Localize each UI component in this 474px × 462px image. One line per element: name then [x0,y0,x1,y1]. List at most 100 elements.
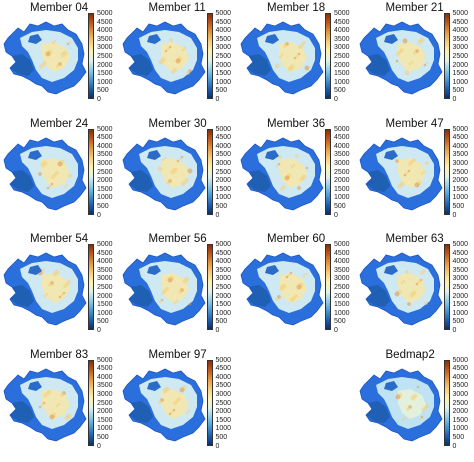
colorbar-tick-label: 4500 [97,18,113,26]
colorbar-tick-label: 2500 [215,53,232,60]
colorbar-tick-label: 4500 [334,18,350,26]
panel-title: Member 21 [385,2,444,14]
colorbar-tick-label: 4000 [97,27,113,35]
colorbar-tick-label: 3500 [215,151,232,159]
colorbar-tick-label: 2000 [215,61,232,69]
colorbar-tick-label: 5000 [97,10,113,17]
colorbar-tick-label: 4000 [334,27,350,35]
colorbar-tick-label: 3000 [215,390,232,398]
colorbar-tick-label: 3000 [215,159,232,167]
colorbar [88,13,94,99]
colorbar [206,244,213,330]
colorbar-tick-label: 500 [215,202,228,210]
colorbar-tick-label: 5000 [452,241,469,248]
colorbar-tick-label: 5000 [215,125,232,133]
map-panel: Member 36 5000 4500 4000 3500 3000 2500 2000 150… [237,116,355,231]
colorbar-ticks: 5000 4500 4000 3500 3000 2500 2000 1500 1000 500 0 [97,10,121,103]
colorbar-tick-label: 2500 [334,53,350,60]
colorbar-tick-label: 3000 [97,390,113,398]
colorbar-tick-label: 1500 [452,416,469,424]
colorbar-ticks: 5000 4500 4000 3500 3000 2500 2000 1500 1000 500 0 [334,10,358,103]
map-panel: Member 04 5000 4500 4000 3500 3000 2500 2000 150… [0,0,118,115]
colorbar-tick-label: 1000 [97,78,113,86]
colorbar-tick-label: 2000 [452,292,469,300]
map-panel: Member 18 5000 4500 4000 3500 3000 2500 2000 150… [237,0,355,115]
colorbar-tick-label: 3500 [97,151,113,159]
colorbar-tick-label: 3500 [215,382,232,390]
colorbar-tick-label: 2000 [334,61,350,69]
colorbar-tick-label: 0 [452,327,457,334]
panel-title: Member 60 [267,233,326,245]
colorbar-tick-label: 500 [215,318,228,326]
colorbar-ticks: 5000 4500 4000 3500 3000 2500 2000 1500 1000 500 0 [215,10,240,103]
colorbar-tick-label: 0 [452,211,457,219]
ice-thickness-map [3,137,87,210]
colorbar [443,359,450,446]
colorbar-tick-label: 2000 [97,177,113,185]
colorbar-tick-label: 3000 [334,159,350,167]
colorbar-tick-label: 4000 [97,373,113,381]
colorbar-tick-label: 3000 [452,159,469,167]
colorbar-tick-label: 0 [215,442,220,450]
colorbar-tick-label: 4500 [215,134,232,142]
map-panel: Member 54 5000 4500 4000 3500 3000 2500 2000 150… [0,231,118,346]
map-panel: Member 47 5000 4500 4000 3500 3000 2500 2000 150… [356,116,474,231]
ice-thickness-map [240,137,324,210]
colorbar-tick-label: 1500 [215,185,232,193]
colorbar-tick-label: 500 [452,433,465,441]
colorbar-tick-label: 1000 [97,425,113,433]
colorbar-tick-label: 2500 [97,399,113,407]
colorbar [325,13,331,99]
colorbar-tick-label: 4500 [97,365,113,373]
colorbar-tick-label: 4500 [215,18,232,26]
colorbar-tick-label: 3500 [215,266,232,274]
colorbar [443,128,450,215]
colorbar-tick-label: 4500 [452,18,469,26]
colorbar-tick-label: 500 [97,87,109,95]
colorbar-tick-label: 500 [97,202,109,210]
colorbar-tick-label: 1500 [97,301,113,309]
colorbar [206,128,213,215]
map-panel: Member 30 5000 4500 4000 3500 3000 2500 2000 150… [119,116,237,231]
colorbar-tick-label: 2500 [215,399,232,407]
colorbar-tick-label: 2500 [215,168,232,176]
colorbar-tick-label: 3000 [97,44,113,52]
ice-thickness-map [122,368,205,441]
map-panel: Member 83 5000 4500 4000 3500 3000 2500 2000 150… [0,347,118,462]
colorbar-tick-label: 3500 [452,151,469,159]
colorbar-tick-label: 2000 [334,177,350,185]
colorbar-tick-label: 1000 [97,309,113,317]
colorbar-tick-label: 2500 [452,168,469,176]
colorbar-tick-label: 1000 [452,78,469,86]
colorbar-tick-label: 4000 [215,27,232,35]
map-panel: Bedmap2 5000 4500 4000 3500 3000 2500 2000 1500 1… [356,347,474,462]
panel-title: Bedmap2 [385,348,435,361]
colorbar-tick-label: 5000 [334,241,350,248]
colorbar-tick-label: 500 [215,87,228,95]
colorbar-tick-label: 1500 [97,185,113,193]
colorbar [206,359,213,446]
colorbar [88,359,94,446]
colorbar-tick-label: 3000 [215,275,232,283]
colorbar-tick-label: 2000 [215,177,232,185]
panel-title: Member 54 [30,233,89,245]
colorbar-tick-label: 1500 [452,301,469,309]
colorbar-tick-label: 4000 [452,258,469,266]
colorbar-tick-label: 4000 [215,142,232,150]
colorbar-tick-label: 4500 [452,249,469,257]
colorbar-tick-label: 500 [452,202,465,210]
colorbar-tick-label: 4500 [334,249,350,257]
colorbar-tick-label: 0 [334,96,338,103]
colorbar-tick-label: 5000 [97,241,113,248]
colorbar [325,128,331,215]
ice-thickness-map [359,252,442,326]
colorbar-tick-label: 3500 [215,35,232,43]
panel-title: Member 97 [148,348,207,361]
colorbar-tick-label: 4500 [215,249,232,257]
colorbar-tick-label: 3000 [334,275,350,283]
colorbar-ticks: 5000 4500 4000 3500 3000 2500 2000 1500 1000 500 0 [452,357,474,450]
colorbar-tick-label: 3500 [334,35,350,43]
colorbar-tick-label: 1500 [215,301,232,309]
colorbar-tick-label: 5000 [452,10,469,17]
colorbar-tick-label: 3000 [97,275,113,283]
